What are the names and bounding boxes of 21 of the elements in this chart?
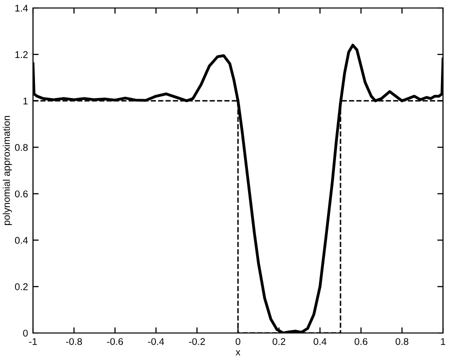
x-tick-label: 0.4 <box>314 338 326 345</box>
x-tick-label: 0 <box>236 338 240 345</box>
x-tick-label: -0.4 <box>148 338 164 345</box>
x-tick-label: -0.8 <box>66 338 82 345</box>
x-tick-label: -1 <box>29 338 37 345</box>
y-tick-label: 1.4 <box>15 4 28 12</box>
y-tick-label: 0.6 <box>15 190 28 198</box>
y-tick-label: 0.4 <box>15 236 28 244</box>
y-tick-label: 1 <box>23 98 28 104</box>
x-tick-label: 1 <box>441 338 446 345</box>
y-tick-label: 0 <box>23 330 28 337</box>
x-axis-title: x <box>236 350 240 356</box>
x-tick-label: -0.2 <box>189 338 205 345</box>
x-tick-label: 0.8 <box>396 338 408 345</box>
y-tick-label: 1.2 <box>15 51 28 58</box>
x-tick-label: 0.6 <box>354 338 368 345</box>
y-tick-label: 0.8 <box>15 144 28 151</box>
x-tick-label: 0.2 <box>272 338 286 345</box>
x-tick-label: -0.6 <box>107 338 123 345</box>
y-axis-title: polynomial approximation <box>2 116 12 225</box>
y-tick-label: 0.2 <box>15 283 28 290</box>
